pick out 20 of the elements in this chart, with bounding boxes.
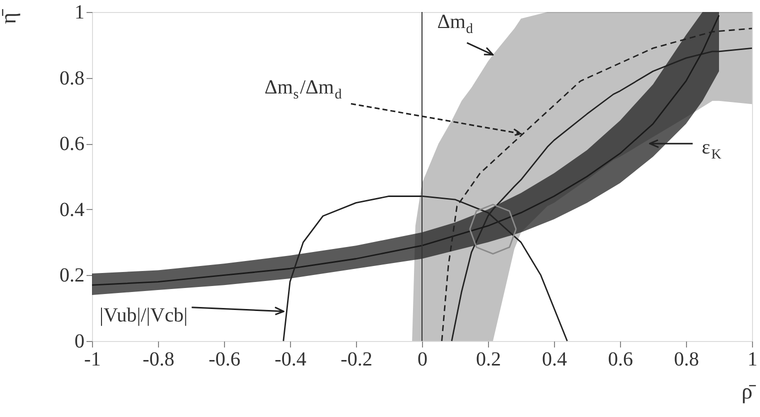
y-axis-title: η̄ xyxy=(0,8,20,24)
y-tick-label: 0 xyxy=(74,330,84,352)
x-tick-label: -1 xyxy=(84,348,101,370)
x-tick-label: -0.4 xyxy=(274,348,306,370)
x-tick-label: 0.6 xyxy=(608,348,633,370)
x-tick-label: 0.2 xyxy=(476,348,501,370)
x-tick-label: 0.4 xyxy=(542,348,567,370)
x-tick-label: -0.8 xyxy=(142,348,174,370)
x-tick-label: -0.6 xyxy=(208,348,240,370)
x-axis-title: ρ̄ xyxy=(742,378,756,404)
y-tick-label: 1 xyxy=(74,2,84,24)
x-tick-label: 0.8 xyxy=(674,348,699,370)
y-tick-label: 0.2 xyxy=(60,264,84,287)
x-tick-label: 1 xyxy=(748,348,758,370)
annotation: |Vub|/|Vcb| xyxy=(100,304,188,326)
x-tick-label: 0 xyxy=(418,348,428,370)
x-tick-label: -0.2 xyxy=(340,348,372,370)
y-tick-label: 0.8 xyxy=(60,67,84,90)
y-tick-label: 0.4 xyxy=(60,198,84,221)
y-tick-label: 0.6 xyxy=(60,133,84,156)
